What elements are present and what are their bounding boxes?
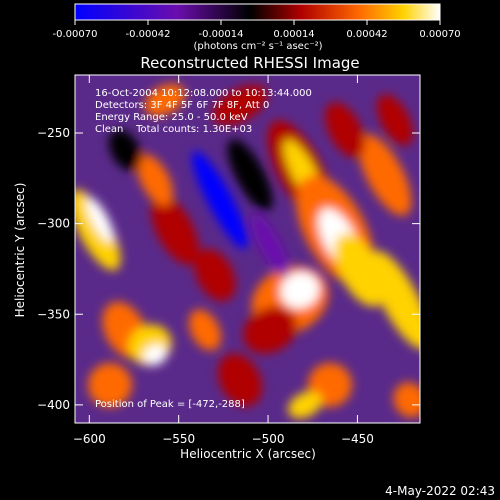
x-tick-label: −450 (341, 432, 374, 446)
emission-blob (369, 250, 420, 350)
x-tick-label: −550 (162, 432, 195, 446)
observation-info: 16-Oct-2004 10:12:08.000 to 10:13:44.000… (95, 88, 312, 410)
emission-blob (143, 344, 167, 366)
x-tick-label: −500 (252, 432, 285, 446)
colorbar-tick-label: 0.00014 (273, 29, 314, 40)
y-tick-label: −350 (37, 307, 70, 321)
emission-blob (194, 248, 236, 302)
axis-ticks: −600 −550 −500 −450 −250 −300 −350 −400 (37, 75, 420, 446)
x-tick-label: −600 (73, 432, 106, 446)
colorbar-tick-label: -0.00042 (126, 29, 171, 40)
colorbar-ticks: -0.00070 -0.00042 -0.00014 0.00014 0.00042 0.… (53, 20, 461, 40)
emission-blob (243, 306, 297, 354)
emission-blob (393, 382, 420, 418)
emission-blob (86, 197, 114, 243)
info-algorithm: Clean Total counts: 1.30E+03 (95, 124, 252, 135)
emission-blob (108, 129, 142, 171)
emission-blob (136, 154, 174, 206)
y-axis-label: Heliocentric Y (arcsec) (13, 183, 27, 318)
colorbar: -0.00070 -0.00042 -0.00014 0.00014 0.00042 0.… (53, 3, 461, 52)
colorbar-tick-label: -0.00070 (53, 29, 98, 40)
emission-blob (144, 83, 186, 117)
emission-blob (75, 189, 121, 271)
emission-blob (358, 134, 412, 216)
colorbar-tick-label: 0.00042 (346, 29, 387, 40)
emission-blob (325, 102, 365, 158)
info-energy: Energy Range: 25.0 - 50.0 keV (95, 112, 248, 123)
emission-blob (334, 233, 386, 307)
emission-blob (88, 363, 132, 407)
x-axis-label: Heliocentric X (arcsec) (180, 447, 316, 461)
info-detectors: Detectors: 3F 4F 5F 6F 7F 8F, Att 0 (95, 100, 269, 111)
y-tick-label: −250 (37, 126, 70, 140)
emission-blob (188, 309, 222, 351)
emission-blob (212, 85, 268, 125)
emission-blob (280, 271, 320, 309)
info-time-range: 16-Oct-2004 10:12:08.000 to 10:13:44.000 (95, 88, 312, 99)
plot-frame (74, 74, 421, 424)
image-title: Reconstructed RHESSI Image (140, 54, 359, 72)
emission-blob (151, 195, 199, 265)
solar-image (75, 75, 420, 423)
footer-timestamp: 4-May-2022 02:43 (385, 484, 495, 498)
info-peak-position: Position of Peak = [-472,-288] (95, 399, 245, 410)
emission-blob (192, 151, 248, 249)
emission-blob (217, 353, 263, 407)
colorbar-units: (photons cm⁻² s⁻¹ asec⁻²) (193, 41, 322, 52)
emission-blob (251, 213, 289, 277)
y-tick-label: −300 (37, 217, 70, 231)
colorbar-gradient (74, 3, 441, 21)
colorbar-tick-label: 0.00070 (419, 29, 460, 40)
emission-blob (227, 139, 273, 211)
colorbar-tick-label: -0.00014 (199, 29, 244, 40)
y-tick-label: −400 (37, 398, 70, 412)
emission-blob (288, 391, 322, 419)
emission-blob (376, 94, 414, 146)
